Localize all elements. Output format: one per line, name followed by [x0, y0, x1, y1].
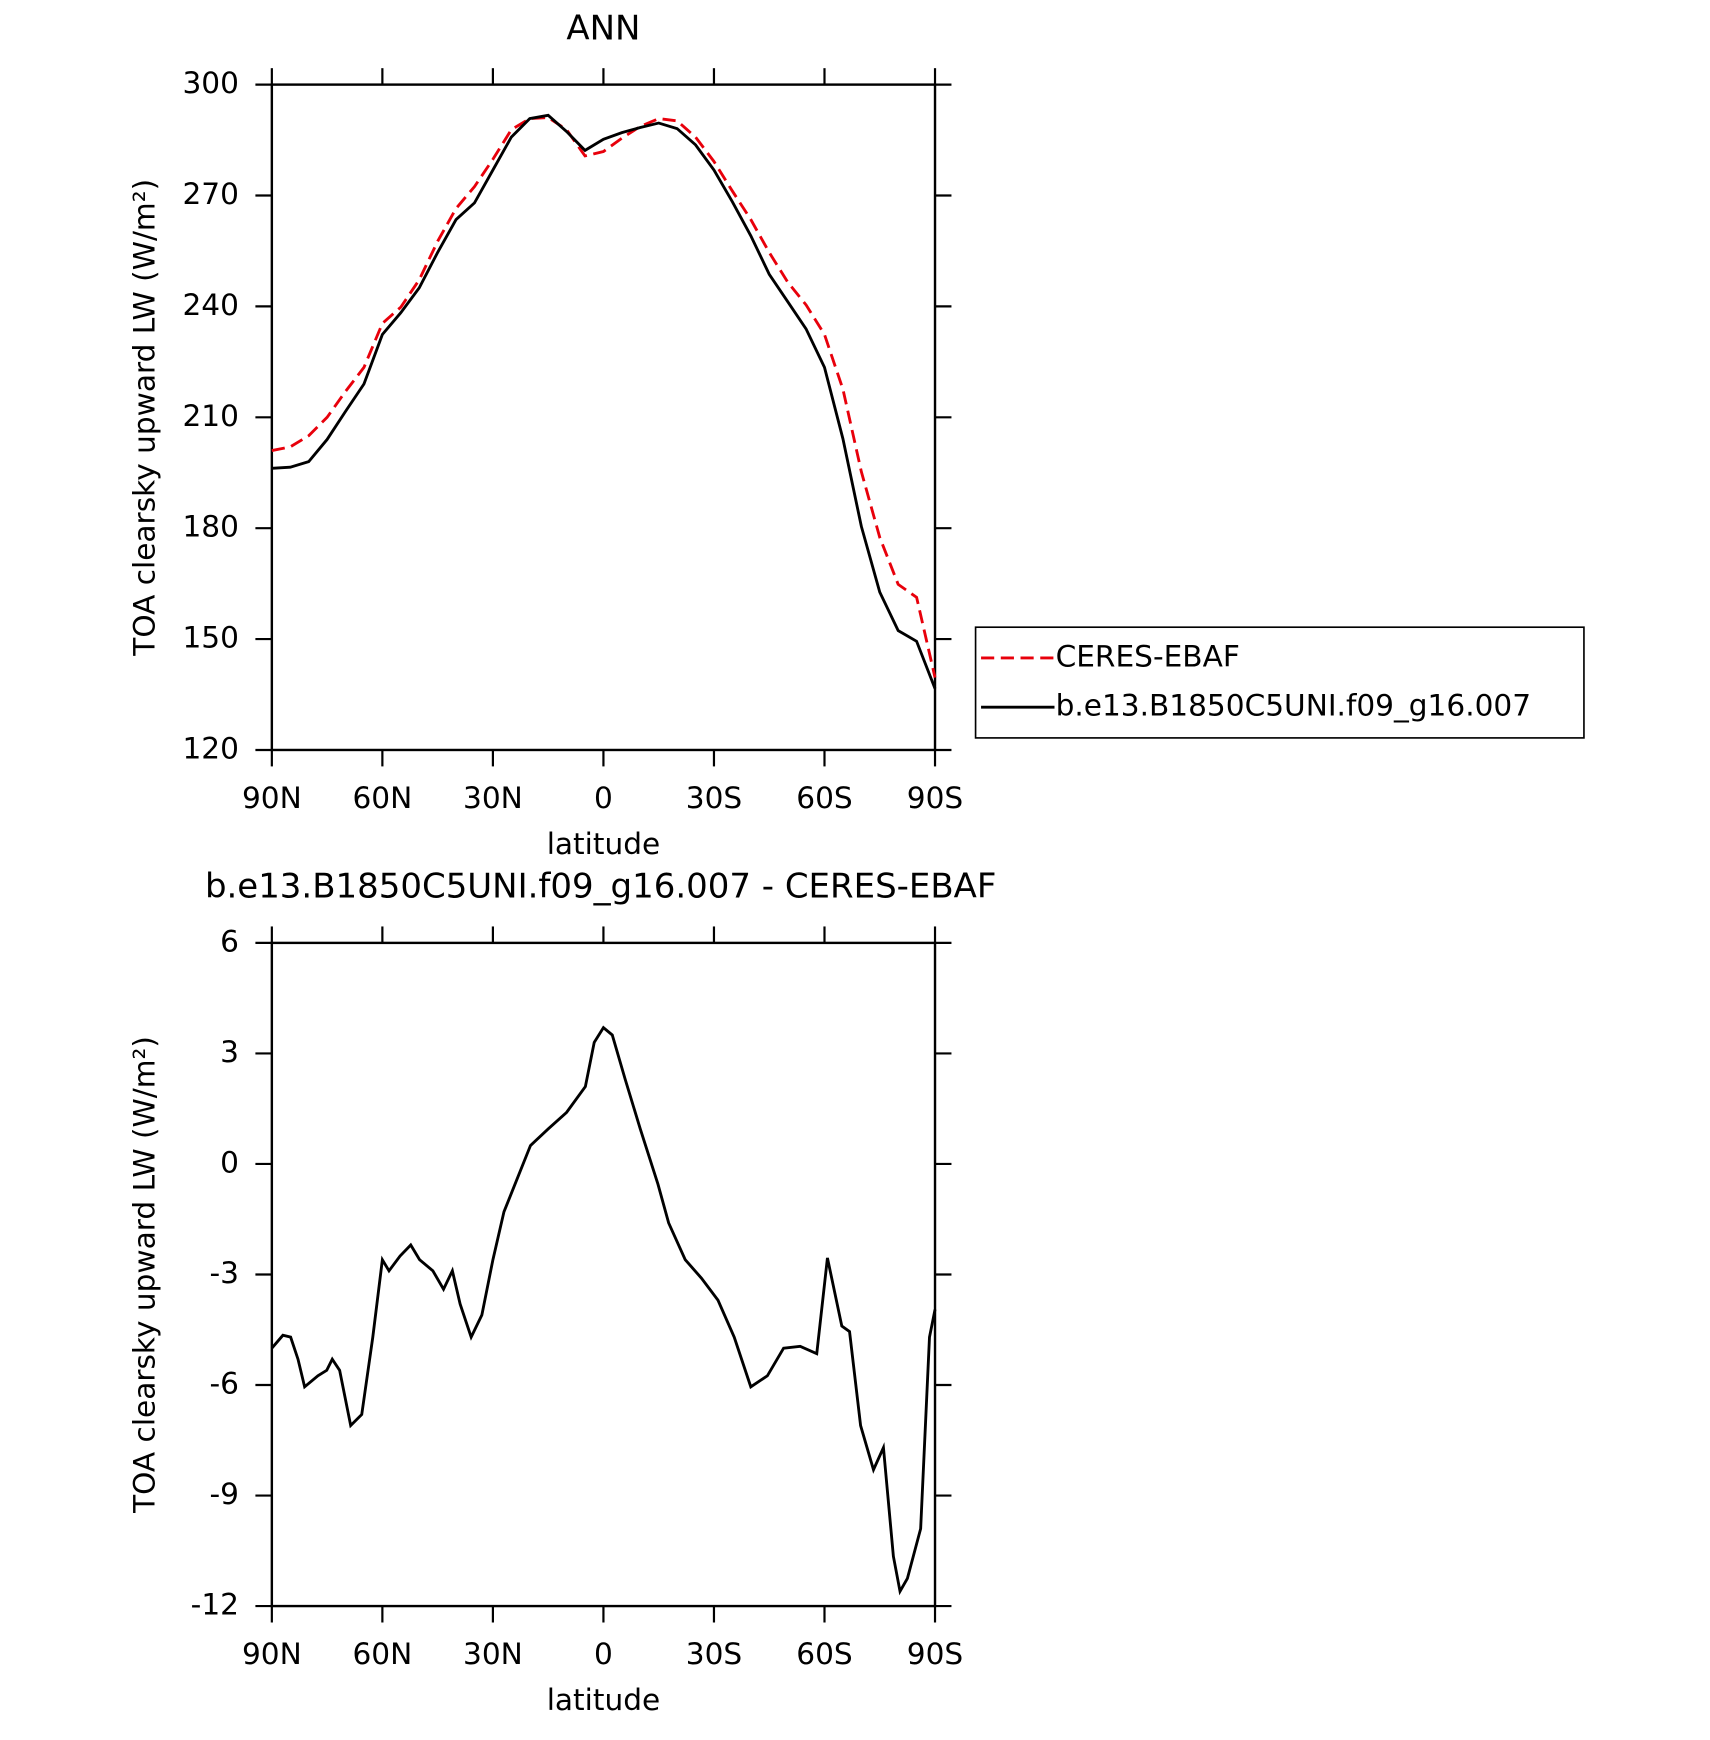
y-tick-label: 180	[182, 510, 238, 544]
y-tick-label: 210	[182, 399, 238, 433]
y-tick-label: 120	[182, 731, 238, 765]
x-tick-label: 90S	[907, 781, 963, 815]
chart-title: ANN	[566, 8, 640, 48]
y-axis-label: TOA clearsky upward LW (W/m²)	[127, 179, 161, 657]
x-tick-label: 30N	[463, 1637, 523, 1671]
y-tick-label: 3	[220, 1035, 239, 1069]
x-tick-label: 90S	[907, 1637, 963, 1671]
x-tick-label: 30N	[463, 781, 523, 815]
y-tick-label: -3	[209, 1256, 238, 1290]
y-tick-label: -9	[209, 1477, 238, 1511]
y-tick-label: 0	[220, 1145, 239, 1179]
x-tick-label: 60N	[352, 781, 412, 815]
y-axis-label: TOA clearsky upward LW (W/m²)	[127, 1036, 161, 1514]
legend-label: b.e13.B1850C5UNI.f09_g16.007	[1056, 689, 1531, 723]
x-axis-label: latitude	[547, 827, 660, 861]
y-tick-label: 300	[182, 66, 238, 100]
y-tick-label: 6	[220, 924, 239, 958]
y-tick-label: 270	[182, 177, 238, 211]
y-tick-label: 150	[182, 621, 238, 655]
legend-label: CERES-EBAF	[1056, 639, 1240, 673]
x-tick-label: 60S	[796, 1637, 852, 1671]
line-series	[271, 113, 937, 690]
chart-title: b.e13.B1850C5UNI.f09_g16.007 - CERES-EBA…	[205, 867, 996, 907]
x-axis-label: latitude	[547, 1683, 660, 1717]
x-tick-label: 30S	[686, 781, 742, 815]
line-series	[270, 1025, 937, 1596]
x-tick-label: 90N	[242, 781, 302, 815]
x-tick-label: 30S	[686, 1637, 742, 1671]
y-tick-label: -6	[209, 1367, 238, 1401]
x-tick-label: 60N	[352, 1637, 412, 1671]
x-tick-label: 60S	[796, 781, 852, 815]
plot-frame	[270, 941, 937, 1608]
y-tick-label: 240	[182, 288, 238, 322]
legend-box	[974, 626, 1585, 739]
y-tick-label: -12	[191, 1588, 239, 1622]
line-series	[271, 116, 937, 678]
x-tick-label: 0	[594, 781, 613, 815]
x-tick-label: 90N	[242, 1637, 302, 1671]
x-tick-label: 0	[594, 1637, 613, 1671]
plot-frame	[270, 83, 937, 752]
